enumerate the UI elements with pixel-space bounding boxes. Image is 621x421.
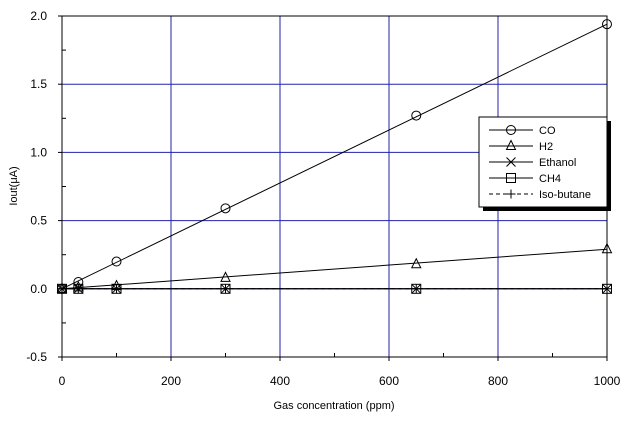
data-point-h2	[410, 257, 422, 269]
data-point-co	[220, 203, 231, 214]
x-tick-label: 200	[161, 374, 181, 388]
series-line-h2	[61, 248, 608, 290]
legend-item-h2: H2	[489, 139, 553, 153]
x-tick-label: 800	[488, 374, 508, 388]
data-point-iso-butane	[112, 284, 121, 294]
legend: CO H2 Ethanol CH4 Iso-butane	[478, 116, 611, 211]
data-point-h2	[220, 271, 231, 282]
data-point-co	[111, 256, 122, 267]
y-tick-label: 2.0	[30, 9, 47, 23]
legend-item-ch4: CH4	[489, 173, 561, 185]
legend-item-iso-butane: Iso-butane	[489, 189, 591, 201]
axis-ticks	[58, 15, 608, 361]
legend-label-h2: H2	[539, 141, 553, 153]
tick-labels: 0 200 400 600 800 1000 -0.5 0.0 0.5 1.0 1.5 2.0	[26, 9, 620, 388]
y-axis-label: Iout(μA)	[8, 166, 20, 205]
x-tick-label: 0	[59, 374, 66, 388]
x-tick-label: 400	[270, 374, 290, 388]
legend-label-co: CO	[539, 125, 556, 137]
legend-marker-ch4	[506, 173, 516, 183]
legend-marker-co	[506, 125, 516, 135]
legend-label-ethanol: Ethanol	[539, 157, 576, 169]
y-tick-label: -0.5	[26, 350, 47, 364]
legend-marker-ethanol	[506, 157, 516, 167]
data-point-co	[411, 110, 422, 121]
legend-marker-iso-butane	[506, 189, 516, 199]
legend-item-co: CO	[489, 125, 556, 137]
y-tick-label: 1.5	[30, 77, 47, 91]
x-tick-label: 600	[379, 374, 399, 388]
y-tick-label: 1.0	[30, 145, 47, 159]
x-tick-label: 1000	[594, 374, 621, 388]
y-tick-label: 0.5	[30, 214, 47, 228]
legend-item-ethanol: Ethanol	[489, 157, 576, 169]
series-group	[56, 19, 613, 294]
y-tick-label: 0.0	[30, 282, 47, 296]
x-axis-label: Gas concentration (ppm)	[273, 400, 394, 412]
legend-marker-h2	[505, 139, 517, 150]
data-point-iso-butane	[221, 284, 230, 294]
legend-label-iso-butane: Iso-butane	[539, 189, 591, 201]
legend-label-ch4: CH4	[539, 173, 561, 185]
series-line-co	[61, 23, 608, 290]
data-point-iso-butane	[73, 284, 83, 294]
data-point-iso-butane	[411, 284, 421, 294]
